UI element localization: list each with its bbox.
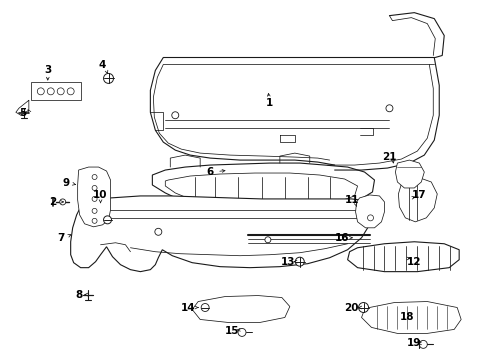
Circle shape [92, 197, 97, 201]
Text: 14: 14 [181, 302, 195, 312]
Circle shape [57, 88, 64, 95]
Circle shape [92, 185, 97, 190]
Text: 17: 17 [411, 190, 426, 200]
Circle shape [419, 340, 427, 348]
Circle shape [385, 105, 392, 112]
Circle shape [295, 257, 304, 266]
Text: 3: 3 [44, 66, 51, 76]
Text: 13: 13 [280, 257, 294, 267]
Text: 18: 18 [399, 312, 414, 323]
Text: 7: 7 [57, 233, 64, 243]
Text: 2: 2 [49, 197, 56, 207]
Text: 19: 19 [407, 338, 421, 348]
Polygon shape [71, 196, 371, 272]
Circle shape [92, 219, 97, 223]
Circle shape [92, 175, 97, 180]
Polygon shape [347, 242, 458, 272]
Circle shape [171, 112, 179, 119]
Text: 5: 5 [19, 108, 26, 118]
Text: 10: 10 [93, 190, 107, 200]
Polygon shape [361, 302, 460, 333]
Text: 6: 6 [206, 167, 213, 177]
Polygon shape [395, 160, 424, 188]
Text: 8: 8 [75, 289, 82, 300]
Text: 11: 11 [344, 195, 358, 205]
Circle shape [92, 208, 97, 213]
Circle shape [264, 237, 270, 243]
Polygon shape [192, 296, 289, 323]
Text: 16: 16 [334, 233, 348, 243]
Text: 12: 12 [406, 257, 421, 267]
Text: 9: 9 [62, 178, 69, 188]
Polygon shape [78, 167, 110, 227]
Circle shape [103, 73, 113, 84]
Circle shape [358, 302, 368, 312]
Circle shape [103, 216, 111, 224]
Circle shape [37, 88, 44, 95]
Text: 15: 15 [224, 327, 239, 336]
Polygon shape [355, 195, 384, 228]
Circle shape [238, 328, 245, 336]
Text: 20: 20 [344, 302, 358, 312]
Polygon shape [398, 177, 436, 222]
Polygon shape [31, 82, 81, 100]
Text: 4: 4 [99, 60, 106, 71]
Circle shape [47, 88, 54, 95]
Circle shape [67, 88, 74, 95]
Text: 21: 21 [382, 152, 396, 162]
Circle shape [155, 228, 162, 235]
Circle shape [60, 199, 65, 205]
Text: 1: 1 [266, 98, 273, 108]
Circle shape [201, 303, 209, 311]
Circle shape [367, 215, 373, 221]
Polygon shape [165, 173, 357, 207]
Polygon shape [152, 163, 374, 212]
